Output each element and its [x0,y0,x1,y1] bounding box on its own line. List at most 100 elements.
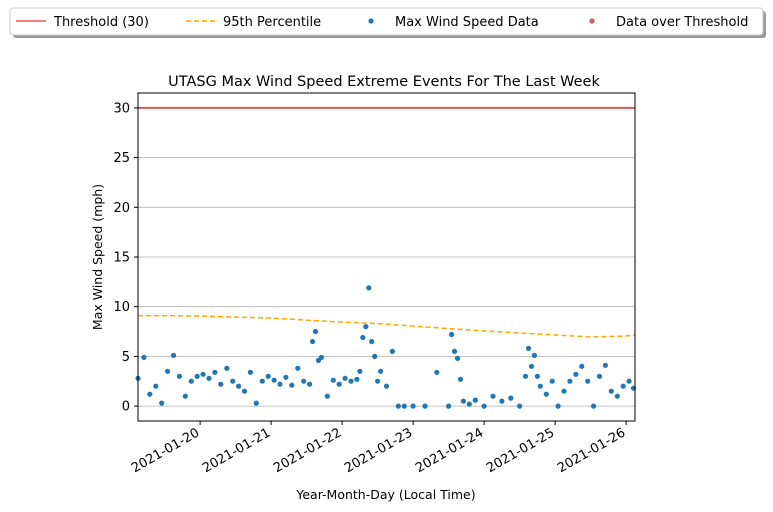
data-point [194,373,200,379]
data-point [614,393,620,399]
percentile-95-line [138,314,636,338]
legend-over-swatch [589,18,595,24]
data-point [434,369,440,375]
data-point [454,355,461,361]
data-point [141,354,147,360]
data-point [147,391,153,397]
data-point [596,373,603,379]
data-point [561,388,567,394]
data-point [375,378,381,384]
data-point [573,371,579,377]
data-point [253,400,259,406]
data-point [265,373,271,379]
data-point [537,383,543,389]
data-point [481,403,487,409]
y-tick-label: 25 [113,151,130,166]
y-tick-label: 15 [113,251,130,266]
data-point [318,354,324,360]
data-point [446,403,452,409]
data-point [567,378,573,384]
data-point [301,378,307,384]
data-point [324,393,330,399]
data-point [188,378,194,384]
data-point [602,362,609,368]
data-point [241,388,248,394]
data-point [522,373,529,379]
x-axis: 2021-01-202021-01-212021-01-222021-01-23… [129,421,628,476]
data-point [360,334,366,341]
x-tick-label: 2021-01-23 [342,425,415,476]
legend-data-label: Max Wind Speed Data [395,15,539,30]
data-point [348,378,354,384]
data-point [528,363,535,369]
x-tick-label: 2021-01-21 [200,425,273,476]
data-point [363,324,369,330]
y-tick-label: 5 [122,350,130,365]
y-axis-label: Max Wind Speed (mph) [90,184,105,330]
legend-data-swatch [368,18,374,24]
data-point [309,338,316,345]
x-axis-label: Year-Month-Day (Local Time) [295,487,475,502]
data-point [159,400,165,406]
data-point [534,373,541,379]
data-point [457,376,464,382]
data-point [271,377,277,383]
data-point [401,403,407,409]
data-point [395,403,401,409]
data-point [585,378,591,384]
plot-area [135,106,637,409]
data-point [307,381,313,387]
data-point [224,365,230,371]
data-point [277,381,283,387]
data-point [357,368,363,374]
data-point [312,328,319,335]
data-point [236,383,242,389]
x-tick-label: 2021-01-20 [129,425,202,476]
data-point [466,401,472,407]
legend-box [9,7,764,36]
y-tick-label: 10 [113,300,130,315]
data-point [206,375,212,381]
data-point [212,369,218,375]
x-tick-label: 2021-01-22 [271,425,344,476]
data-point [579,363,585,369]
data-point [230,378,236,384]
data-point [449,331,455,338]
data-point [499,398,505,404]
data-point [289,382,295,388]
data-point [460,398,466,404]
data-point [218,381,224,387]
data-point [336,381,342,387]
grid [138,107,635,407]
legend-percentile-label: 95th Percentile [223,15,321,30]
legend-over-label: Data over Threshold [616,15,748,30]
data-point [451,348,458,354]
data-point [608,388,614,394]
data-point [369,338,375,345]
data-point [283,374,289,380]
y-tick-label: 20 [113,201,130,216]
data-point [165,368,171,374]
y-tick-label: 30 [113,101,130,116]
data-point [176,373,182,379]
x-tick-label: 2021-01-24 [413,425,486,476]
y-axis: 0 5 10 15 20 25 30 [113,101,138,415]
data-point [200,371,206,377]
data-point [354,376,360,382]
data-point [383,383,390,389]
data-point [153,383,159,389]
data-point [472,397,478,403]
data-point [247,369,253,375]
data-point [620,383,626,389]
data-point [508,395,514,401]
data-point [422,403,428,409]
data-point [170,352,177,358]
legend-threshold-label: Threshold (30) [53,15,149,30]
x-tick-label: 2021-01-26 [555,425,628,476]
x-tick-label: 2021-01-25 [484,425,557,476]
data-point [525,345,532,351]
data-point [378,368,384,374]
data-point [342,375,348,381]
legend: Threshold (30) 95th Percentile Max Wind … [9,7,766,38]
data-point [490,393,496,399]
